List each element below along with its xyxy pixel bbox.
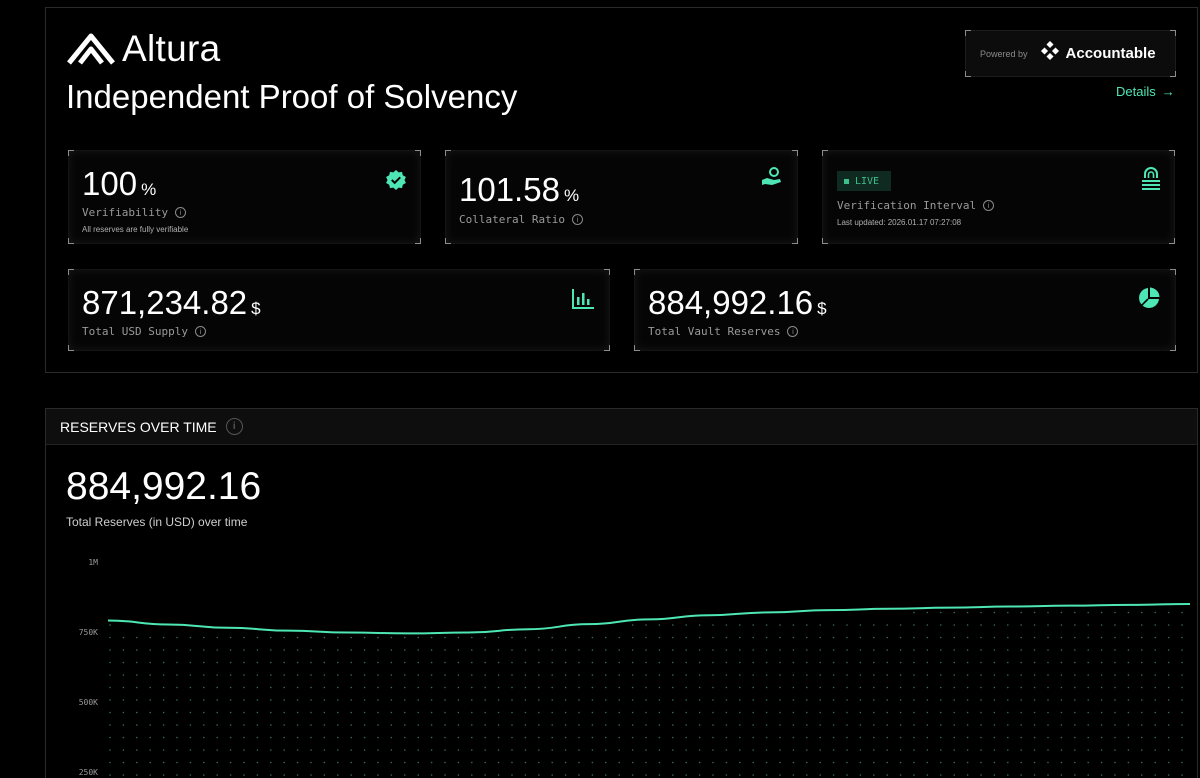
- bar-chart-icon: [571, 288, 595, 315]
- percent-unit: %: [563, 186, 580, 205]
- powered-by-label: Powered by: [980, 48, 1028, 59]
- live-dot-icon: [844, 178, 849, 184]
- verified-badge-icon: [385, 169, 407, 196]
- arrow-right-icon: →: [1161, 84, 1175, 99]
- area-dot-fill: [109, 611, 1183, 776]
- reserves-series-line: [107, 603, 1191, 635]
- live-badge: LIVE: [837, 171, 891, 191]
- verification-interval-label: Verification Interval i: [837, 199, 995, 212]
- chart-header: RESERVES OVER TIME i: [46, 409, 1197, 445]
- verification-interval-card: LIVE Verification Interval i Last updated…: [822, 150, 1175, 244]
- total-vault-reserves-value: 884,992.16 $: [648, 284, 827, 321]
- info-icon[interactable]: i: [175, 207, 187, 218]
- info-icon[interactable]: i: [571, 214, 583, 225]
- reserves-area-chart: 1M 750K 500K 250K: [79, 558, 1191, 777]
- reserves-total-value: 884,992.16: [66, 465, 262, 508]
- fingerprint-lock-icon: [1140, 167, 1162, 196]
- pie-chart-icon: [1138, 287, 1160, 314]
- accountable-logo: Accountable: [1040, 40, 1156, 66]
- details-link[interactable]: Details →: [1116, 84, 1175, 99]
- total-usd-supply-card: 871,234.82 $ Total USD Supply i: [68, 269, 610, 351]
- dollar-unit: $: [817, 299, 827, 318]
- total-usd-supply-value: 871,234.82 $: [82, 284, 261, 321]
- y-tick-label: 250K: [79, 768, 98, 777]
- collateral-ratio-value: 101.58%: [459, 171, 580, 208]
- hand-coins-icon: [760, 167, 784, 194]
- info-icon[interactable]: i: [787, 326, 799, 337]
- total-usd-supply-label: Total USD Supply i: [82, 325, 206, 338]
- verifiability-value: 100%: [82, 165, 157, 202]
- reserves-subtitle: Total Reserves (in USD) over time: [66, 515, 248, 529]
- accountable-logo-icon: [1040, 40, 1060, 66]
- collateral-ratio-label: Collateral Ratio i: [459, 213, 583, 226]
- powered-by-name: Accountable: [1065, 45, 1156, 62]
- dollar-unit: $: [251, 299, 261, 318]
- page-title: Independent Proof of Solvency: [66, 78, 518, 115]
- total-vault-reserves-label: Total Vault Reserves i: [648, 325, 799, 338]
- chart-header-title: RESERVES OVER TIME: [60, 418, 217, 435]
- info-icon[interactable]: i: [194, 326, 206, 337]
- total-vault-reserves-card: 884,992.16 $ Total Vault Reserves i: [634, 269, 1176, 351]
- solvency-panel: Altura Independent Proof of Solvency Pow…: [45, 7, 1198, 373]
- last-updated-text: Last updated: 2026.01.17 07:27:08: [837, 218, 962, 227]
- y-tick-label: 1M: [88, 558, 98, 567]
- verifiability-card: 100% Verifiability i All reserves are ful…: [68, 150, 421, 244]
- collateral-ratio-card: 101.58% Collateral Ratio i: [445, 150, 798, 244]
- verifiability-subtext: All reserves are fully verifiable: [82, 225, 189, 234]
- verifiability-label: Verifiability i: [82, 206, 187, 219]
- brand-name: Altura: [122, 28, 221, 69]
- info-icon[interactable]: i: [225, 418, 243, 435]
- altura-logo-icon: [66, 32, 116, 66]
- info-icon[interactable]: i: [983, 200, 995, 211]
- reserves-over-time-panel: RESERVES OVER TIME i 884,992.16 Total Re…: [45, 408, 1198, 778]
- brand: Altura: [66, 28, 220, 70]
- percent-unit: %: [141, 180, 157, 199]
- y-tick-label: 750K: [79, 628, 98, 637]
- powered-by-badge[interactable]: Powered by Accountable: [965, 30, 1176, 77]
- details-label: Details: [1116, 84, 1156, 99]
- y-tick-label: 500K: [79, 698, 98, 707]
